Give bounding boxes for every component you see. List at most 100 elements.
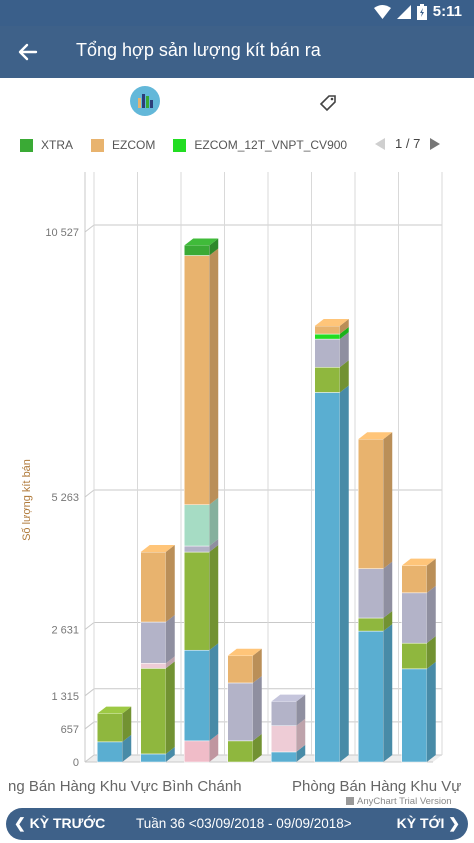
- column-segment-side: [209, 545, 219, 651]
- column-segment-side: [296, 718, 306, 752]
- column-segment-front: [184, 504, 210, 547]
- column-segment-side: [122, 734, 132, 762]
- column-segment-side: [252, 648, 262, 683]
- column-segment-side: [209, 248, 219, 505]
- stacked-column-chart: 0 657 1 315 2 631 5 263 10 527 Số lượng kít bá…: [8, 172, 461, 807]
- column-segment-side: [209, 497, 219, 547]
- column-segment-front: [271, 725, 297, 753]
- column-segment-front: [401, 668, 427, 763]
- y-tick-label: 0: [73, 757, 79, 769]
- column-segment-front: [358, 439, 384, 569]
- column-segment-front: [401, 642, 427, 670]
- pager-label: 1 / 7: [395, 136, 421, 151]
- column-top: [227, 648, 262, 656]
- legend-pager: 1 / 7: [373, 136, 442, 151]
- column-top: [358, 432, 393, 440]
- battery-icon: [416, 3, 427, 20]
- signal-icon: [396, 4, 411, 19]
- column-segment-side: [252, 733, 262, 762]
- column-segment-front: [358, 617, 384, 632]
- y-tick-label: 5 263: [51, 492, 79, 504]
- column-segment-front: [358, 630, 384, 763]
- column-segment-front: [358, 568, 384, 619]
- column-segment-front: [227, 682, 253, 742]
- column-segment-front: [314, 367, 340, 393]
- column-segment-front: [314, 338, 340, 368]
- legend-item-ezcom[interactable]: EZCOM: [91, 138, 155, 152]
- column-segment-side: [339, 360, 349, 393]
- column-segment-side: [165, 656, 175, 669]
- column-segment-side: [339, 318, 349, 335]
- bar-chart-toggle-icon[interactable]: [130, 86, 160, 116]
- status-icons: 5:11: [373, 3, 462, 20]
- pager-prev-icon[interactable]: [373, 137, 387, 151]
- column-top: [271, 694, 306, 702]
- pager-next-icon[interactable]: [428, 137, 442, 151]
- column-segment-side: [165, 661, 175, 754]
- gridline-depth: [84, 622, 95, 630]
- status-bar: 5:11: [0, 0, 474, 26]
- column-segment-front: [314, 392, 340, 763]
- column-segment-side: [209, 539, 219, 553]
- previous-period-button[interactable]: ❮ KỲ TRƯỚC: [14, 815, 106, 831]
- y-tick-label: 657: [61, 724, 79, 736]
- bar-chart-icon: [138, 94, 153, 108]
- back-arrow-icon[interactable]: [14, 38, 42, 66]
- column-segment-front: [314, 325, 340, 335]
- legend-item-xtra[interactable]: XTRA: [20, 138, 73, 152]
- gridline-depth: [84, 754, 95, 763]
- column-segment-side: [165, 545, 175, 623]
- column-segment-side: [165, 746, 175, 762]
- column-segment-side: [252, 675, 262, 741]
- column-segment-front: [184, 649, 210, 742]
- y-tick-label: 10 527: [45, 227, 79, 239]
- column-segment-front: [140, 668, 166, 755]
- column-segment-side: [426, 636, 436, 669]
- column-segment-front: [314, 333, 340, 340]
- next-period-button[interactable]: KỲ TỚI ❯: [396, 815, 460, 831]
- column-segment-front: [97, 713, 123, 743]
- watermark-logo: [346, 797, 354, 805]
- gridline-depth: [84, 688, 95, 697]
- column-top: [184, 238, 219, 246]
- x-category-label: Phòng Bán Hàng Khu Vự: [292, 778, 461, 795]
- legend-label: XTRA: [41, 138, 74, 152]
- legend-item-ezcom-12t[interactable]: EZCOM_12T_VNPT_CV900: [173, 138, 347, 152]
- column-segment-side: [209, 238, 219, 256]
- anychart-watermark: AnyChart Trial Version: [357, 796, 452, 807]
- legend-label: EZCOM_12T_VNPT_CV900: [194, 138, 348, 152]
- column-top: [140, 545, 175, 553]
- legend-swatch: [91, 138, 105, 152]
- column-segment-front: [140, 663, 166, 669]
- column-segment-side: [209, 733, 219, 762]
- legend-swatch: [20, 138, 33, 152]
- x-category-label: ng Bán Hàng Khu Vực Bình Chánh: [8, 778, 242, 795]
- y-tick-label: 2 631: [51, 625, 79, 637]
- column-segment-front: [271, 751, 297, 763]
- column-segment-side: [296, 744, 306, 762]
- column-segment-side: [339, 385, 349, 762]
- period-label: Tuần 36 <03/09/2018 - 09/09/2018>: [136, 816, 352, 831]
- column-segment-front: [227, 740, 253, 763]
- column-top: [314, 318, 349, 326]
- column-segment-front: [401, 565, 427, 594]
- tag-icon[interactable]: [317, 92, 339, 114]
- column-segment-side: [165, 615, 175, 664]
- column-segment-front: [140, 621, 166, 664]
- column-segment-side: [339, 327, 349, 340]
- column-segment-front: [184, 245, 210, 256]
- column-segment-side: [426, 558, 436, 593]
- column-top: [97, 706, 132, 714]
- y-tick-label: 1 315: [51, 691, 79, 703]
- column-segment-side: [296, 694, 306, 726]
- chart-floor: [85, 755, 442, 762]
- column-segment-side: [339, 332, 349, 368]
- column-segment-front: [140, 551, 166, 623]
- column-segment-side: [383, 624, 393, 762]
- chart-legend: XTRA EZCOM EZCOM_12T_VNPT_CV900: [20, 136, 365, 154]
- column-segment-side: [122, 706, 132, 742]
- column-segment-front: [401, 592, 427, 644]
- column-segment-side: [383, 611, 393, 632]
- app-bar: Tổng hợp sản lượng kít bán ra: [0, 26, 474, 78]
- column-segment-front: [227, 655, 253, 684]
